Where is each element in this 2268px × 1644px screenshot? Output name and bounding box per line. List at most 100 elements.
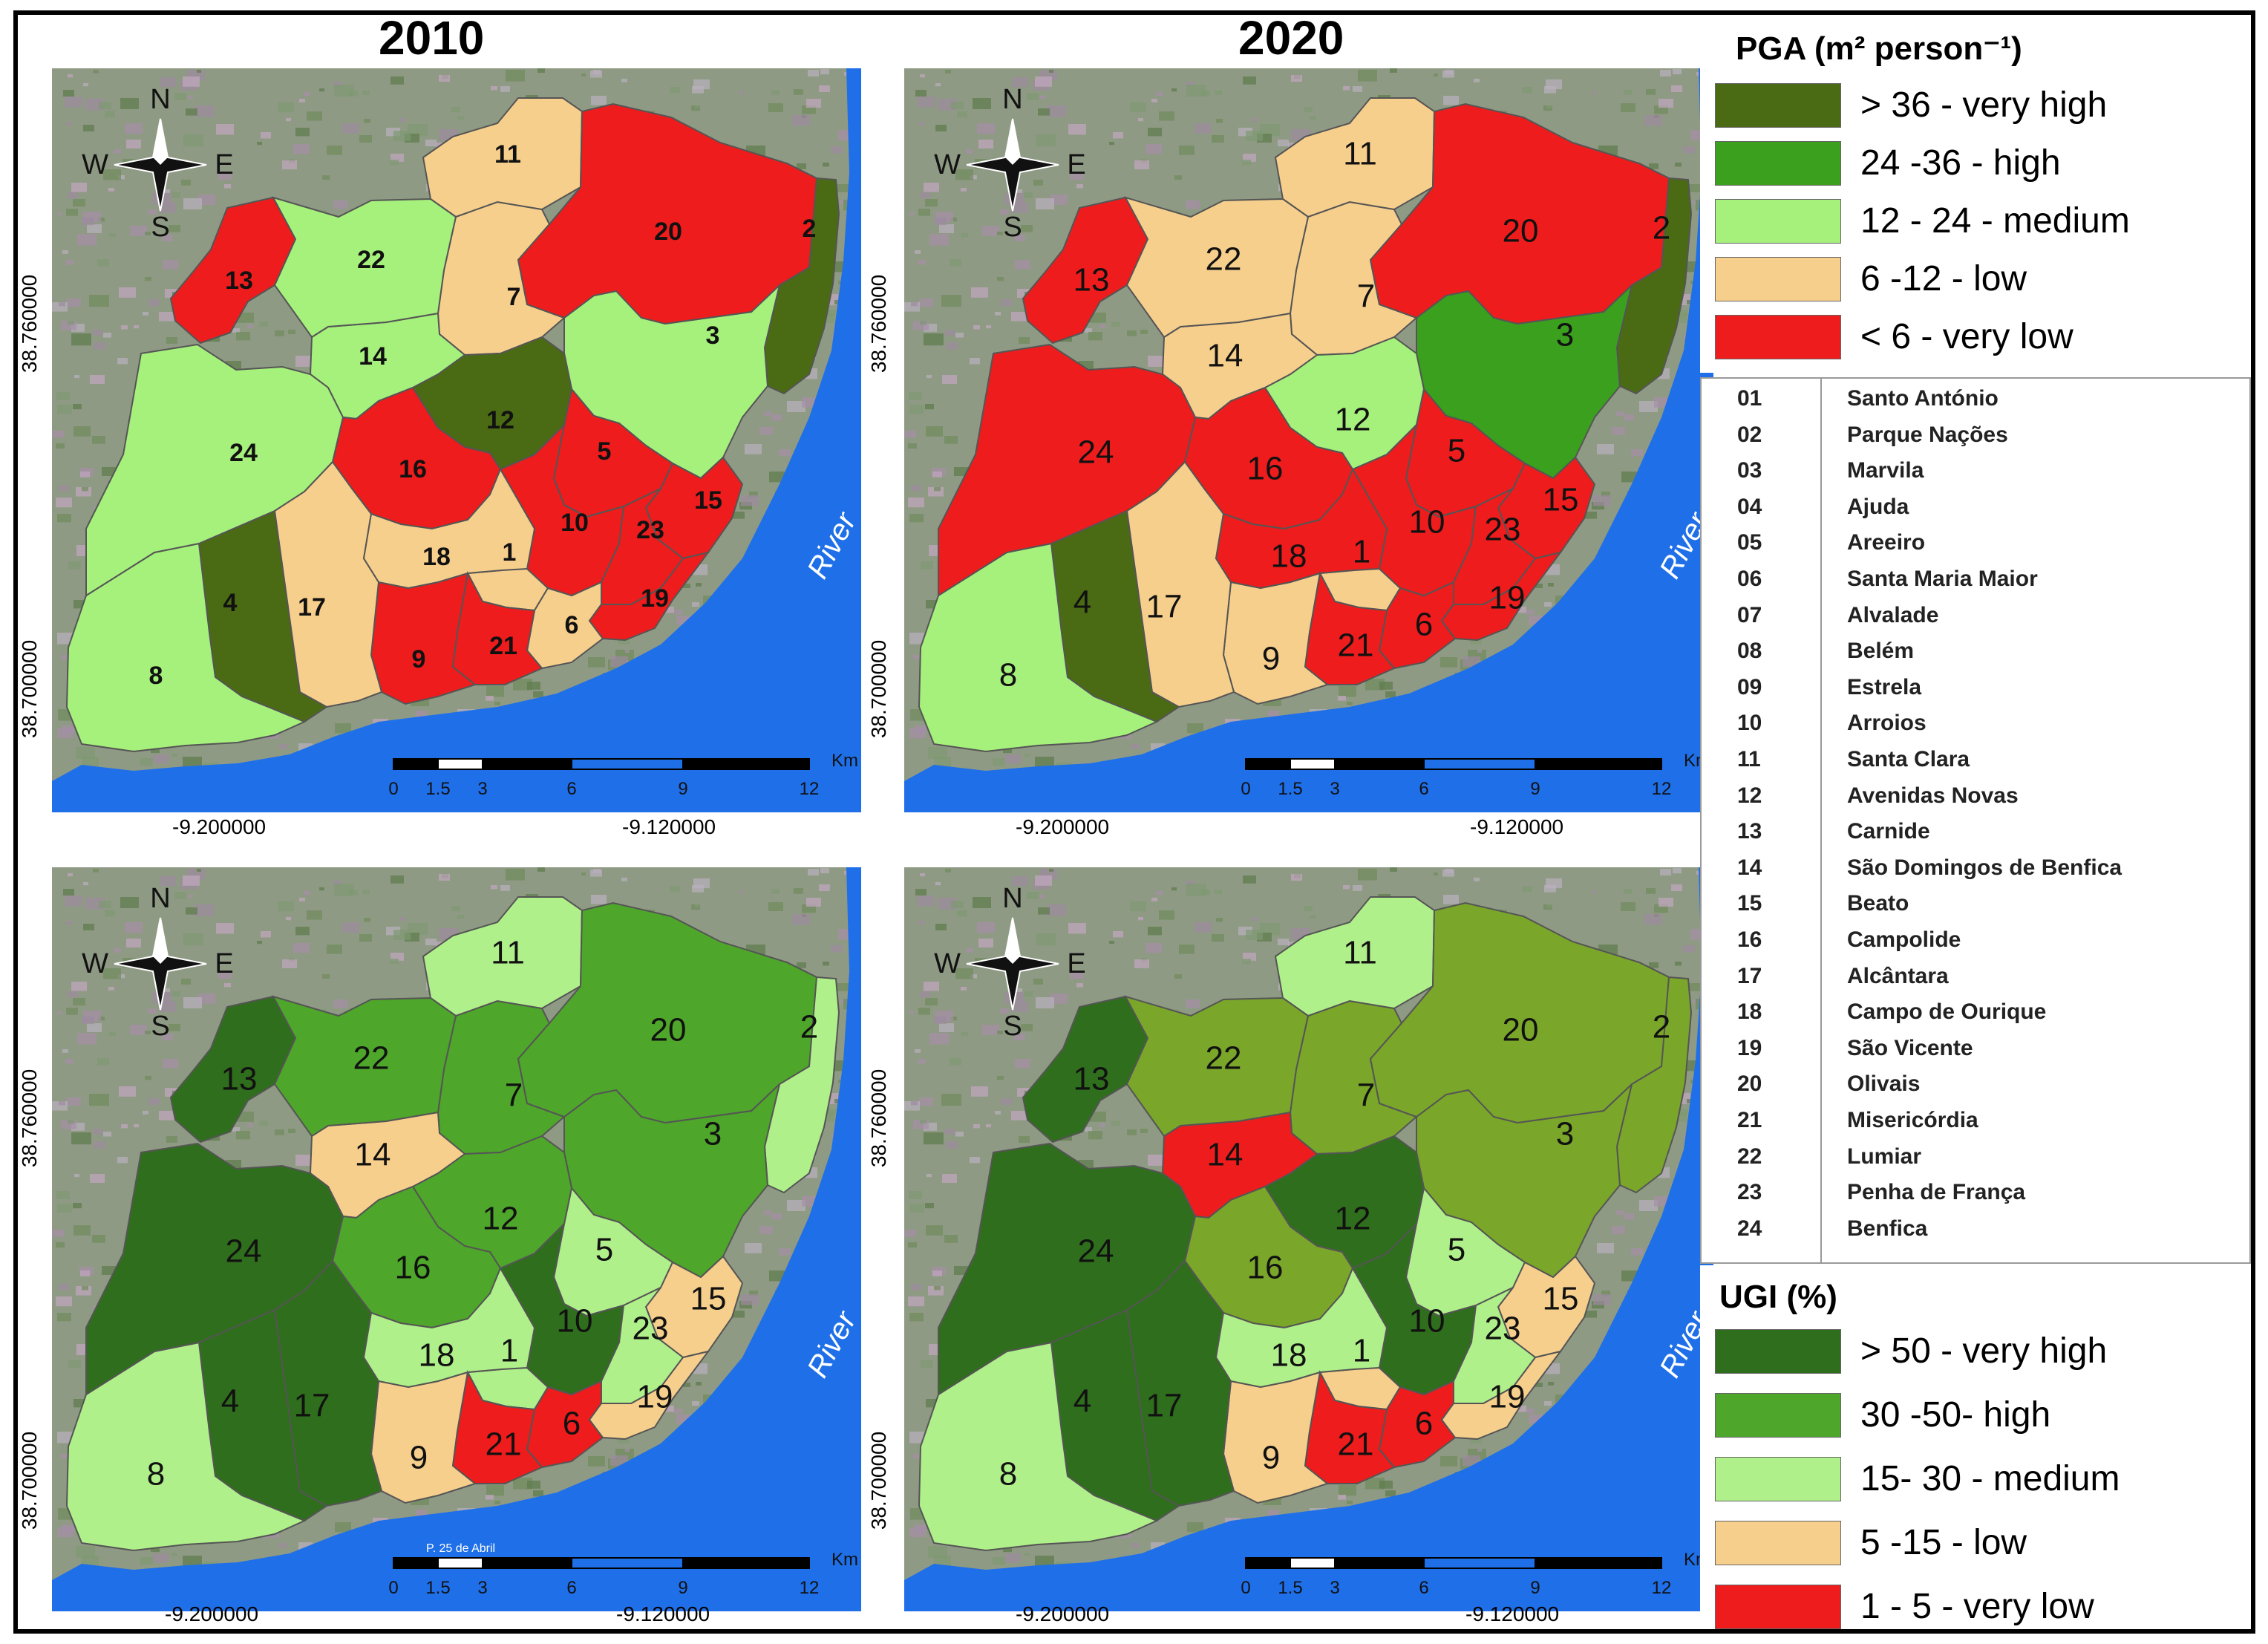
satellite-texture: [393, 930, 411, 940]
scale-segment: [1245, 758, 1291, 770]
satellite-texture: [236, 332, 250, 341]
satellite-texture: [1036, 198, 1054, 209]
satellite-texture: [1347, 1501, 1353, 1504]
satellite-texture: [696, 583, 702, 587]
satellite-texture: [216, 923, 234, 934]
satellite-texture: [1654, 105, 1668, 114]
satellite-texture: [183, 757, 202, 769]
satellite-texture: [1215, 890, 1222, 894]
satellite-texture: [98, 1017, 105, 1021]
satellite-texture: [1339, 1485, 1356, 1496]
satellite-texture: [955, 169, 973, 180]
satellite-texture: [163, 260, 178, 270]
satellite-texture: [621, 878, 627, 881]
parish-area-18: [362, 467, 536, 590]
satellite-texture: [957, 111, 967, 118]
satellite-texture: [693, 79, 710, 90]
satellite-texture: [335, 723, 351, 734]
parish-number-label: 23: [1485, 512, 1521, 548]
lat-label-top-4: 38.760000: [867, 1069, 891, 1168]
satellite-texture: [181, 180, 191, 186]
parish-area-22: [1123, 995, 1310, 1138]
satellite-texture: [1338, 696, 1346, 701]
satellite-texture: [114, 948, 121, 953]
parish-area-18: [1215, 1266, 1388, 1389]
satellite-texture: [779, 449, 791, 457]
satellite-texture: [820, 69, 829, 75]
satellite-texture: [1677, 310, 1688, 316]
satellite-texture: [1252, 118, 1258, 122]
pga-legend-swatch: [1715, 141, 1841, 186]
satellite-texture: [835, 983, 849, 991]
pga-legend-label: 24 -36 - high: [1860, 143, 2061, 183]
satellite-texture: [927, 375, 932, 379]
satellite-texture: [56, 1191, 70, 1199]
satellite-texture: [1151, 898, 1157, 901]
satellite-texture: [1024, 754, 1030, 757]
satellite-texture: [1343, 86, 1350, 91]
pga-legend-label: > 36 - very high: [1860, 85, 2108, 125]
satellite-texture: [926, 426, 943, 437]
satellite-texture: [739, 890, 744, 893]
satellite-texture: [130, 226, 147, 236]
satellite-texture: [759, 1226, 773, 1234]
lon-label-right-bottom: -9.120000: [616, 1602, 710, 1625]
satellite-texture: [333, 881, 341, 886]
satellite-texture: [919, 1097, 933, 1106]
parish-list: 01 Santo António 02 Parque Nações 03 Marvila 0…: [1700, 377, 2251, 1264]
satellite-texture: [929, 234, 949, 246]
satellite-texture: [1440, 657, 1457, 668]
satellite-texture: [1601, 1291, 1610, 1296]
satellite-texture: [674, 610, 682, 615]
satellite-texture: [76, 1546, 95, 1558]
satellite-texture: [121, 325, 128, 330]
compass-highlight: [1005, 918, 1020, 964]
satellite-texture: [918, 209, 930, 216]
parish-area-22: [1123, 196, 1310, 339]
satellite-texture: [945, 70, 951, 74]
satellite-texture: [925, 404, 934, 410]
scale-segment: [393, 1557, 439, 1569]
parish-number-label: 10: [557, 1303, 593, 1340]
satellite-texture: [166, 1136, 177, 1143]
satellite-texture: [57, 728, 73, 739]
satellite-texture: [218, 172, 232, 180]
satellite-texture: [909, 1527, 926, 1538]
satellite-texture: [1005, 754, 1021, 764]
scale-tick-label: 9: [678, 1578, 687, 1598]
tagus-river: [904, 68, 1713, 812]
satellite-texture: [82, 1286, 88, 1291]
satellite-texture: [166, 337, 177, 344]
satellite-texture: [327, 945, 342, 954]
satellite-texture: [918, 260, 926, 265]
satellite-texture: [257, 941, 262, 945]
satellite-texture: [823, 962, 829, 966]
satellite-texture: [1076, 184, 1083, 189]
satellite-texture: [1186, 82, 1194, 87]
satellite-texture: [1215, 91, 1222, 95]
satellite-texture: [439, 75, 450, 82]
satellite-texture: [224, 983, 231, 988]
satellite-texture: [588, 1456, 605, 1467]
satellite-texture: [909, 1313, 924, 1322]
satellite-texture: [349, 890, 358, 896]
satellite-texture: [951, 901, 964, 909]
satellite-texture: [1024, 991, 1033, 997]
satellite-texture: [500, 86, 510, 92]
compass-s-label: S: [151, 212, 169, 243]
satellite-texture: [1148, 927, 1162, 936]
satellite-texture: [83, 924, 94, 930]
satellite-texture: [261, 931, 271, 938]
satellite-texture: [1677, 1109, 1688, 1115]
satellite-texture: [1003, 1547, 1012, 1553]
scale-tick-label: 1.5: [425, 779, 450, 799]
satellite-texture: [151, 748, 160, 754]
satellite-texture: [929, 1033, 949, 1045]
parish-number-label: 23: [1485, 1311, 1521, 1347]
satellite-texture: [90, 375, 105, 384]
parish-name: Belém: [1847, 639, 1915, 664]
satellite-texture: [625, 1449, 630, 1452]
parish-number-label: 4: [223, 589, 238, 617]
satellite-texture: [946, 1141, 958, 1149]
satellite-texture: [1477, 1449, 1482, 1452]
